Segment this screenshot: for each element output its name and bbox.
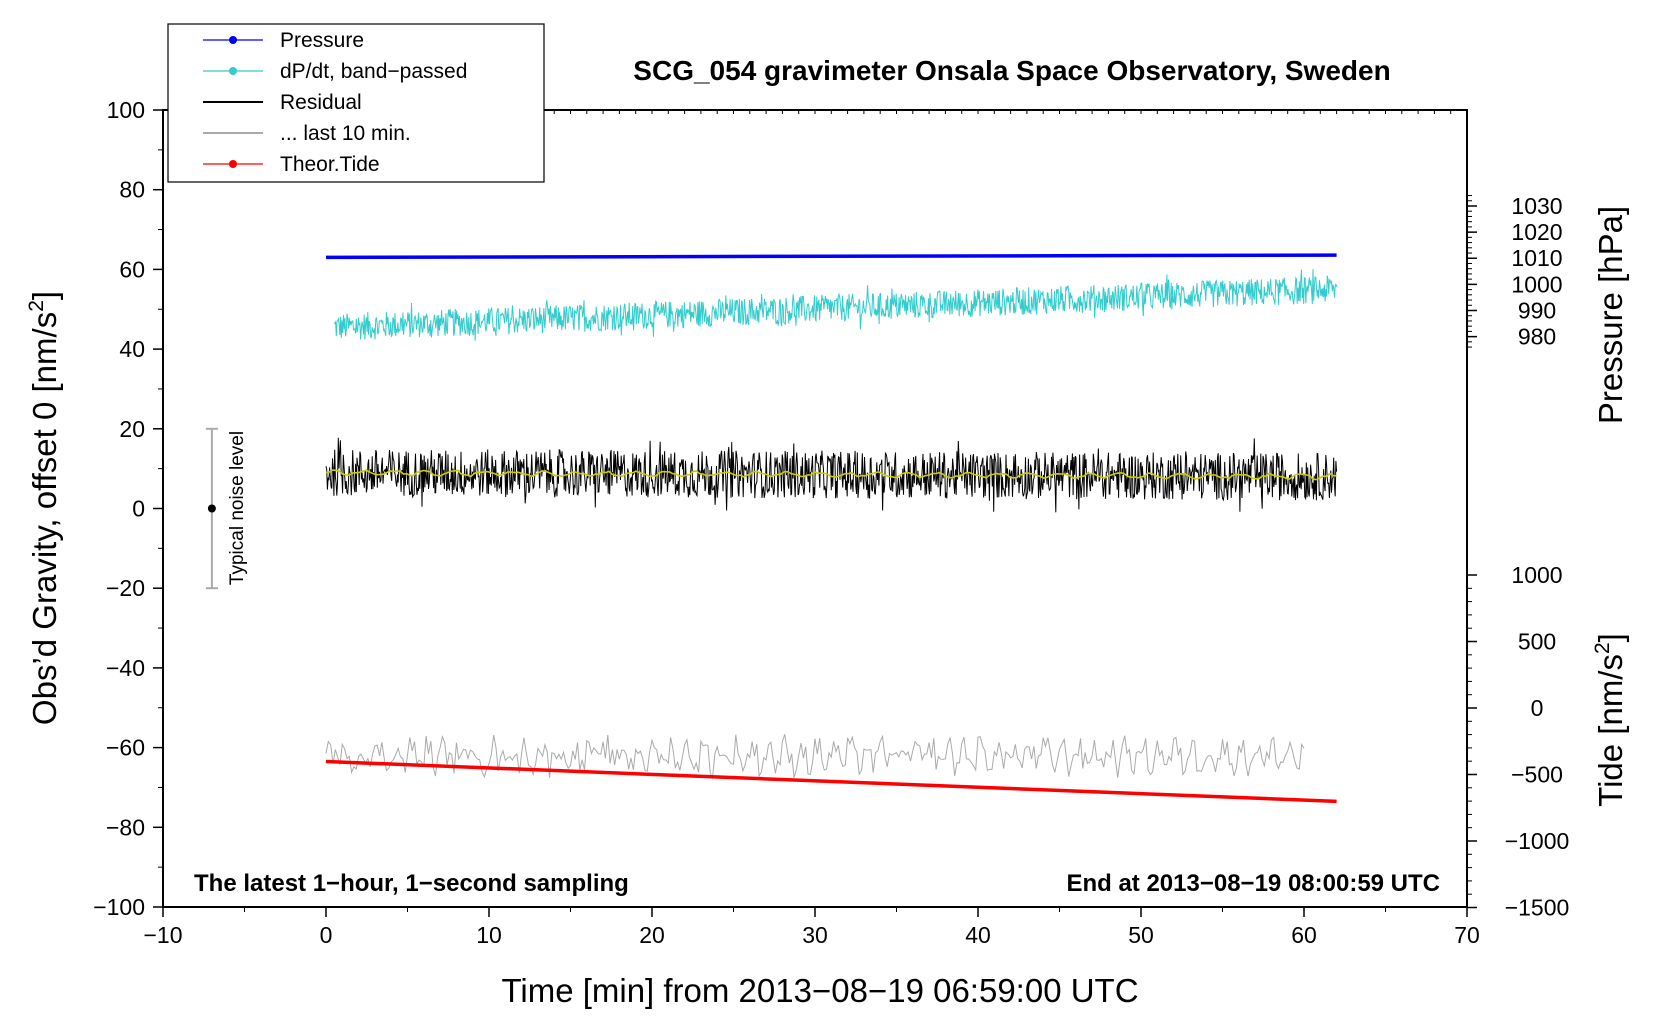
y-axis-label-pressure: Pressure [hPa] <box>1592 206 1629 424</box>
plot-traces <box>205 253 1338 804</box>
noise-level-label: Typical noise level <box>227 431 248 585</box>
tide-tick-label: −1000 <box>1505 828 1570 854</box>
legend-label-dp-dt-band-passed: dP/dt, band−passed <box>280 60 467 83</box>
series-line-dp-dt-band-passed <box>333 269 1338 341</box>
legend-label-residual: Residual <box>280 91 362 114</box>
y-axis-label-left-sup: 2 <box>25 300 48 312</box>
y-axis-label-tide: Tide [nm/s2] <box>1591 633 1629 807</box>
y-tick-label: 80 <box>119 177 145 203</box>
tide-tick-label: 0 <box>1531 695 1544 721</box>
x-tick-label: 60 <box>1291 922 1317 948</box>
y-axis-label-left: Obs’d Gravity, offset 0 [nm/s2] <box>25 291 63 725</box>
chart-title: SCG_054 gravimeter Onsala Space Observat… <box>633 55 1390 86</box>
series-line-pressure <box>325 253 1337 260</box>
legend-marker-theor-tide <box>229 160 237 168</box>
pressure-tick-label: 1030 <box>1511 193 1562 219</box>
legend-label-last-10-min: ... last 10 min. <box>280 122 411 145</box>
tide-tick-label: 500 <box>1518 629 1556 655</box>
legend-marker-dp-dt-band-passed <box>229 67 237 75</box>
plot-labels: SCG_054 gravimeter Onsala Space Observat… <box>25 55 1629 1009</box>
legend-label-pressure: Pressure <box>280 29 364 52</box>
legend: Pressure dP/dt, band−passed Residual ... la… <box>167 23 545 183</box>
x-tick-label: 70 <box>1454 922 1480 948</box>
x-tick-label: 40 <box>965 922 991 948</box>
noise-bar-center <box>207 504 216 513</box>
y-axis-label-left-main: Obs’d Gravity, offset 0 [nm/s <box>26 312 63 725</box>
y-tick-label: 0 <box>132 496 145 522</box>
series-line-residual <box>325 437 1338 513</box>
pressure-tick-label: 990 <box>1518 297 1556 323</box>
y-axis-label-tide-end: ] <box>1592 633 1629 642</box>
y-tick-label: −60 <box>106 735 145 761</box>
series-line-last-10-min <box>325 734 1305 780</box>
y-tick-label: −20 <box>106 575 145 601</box>
legend-label-theor-tide: Theor.Tide <box>280 153 380 176</box>
x-tick-label: 30 <box>802 922 828 948</box>
y-tick-label: 40 <box>119 336 145 362</box>
annotation-bottom-left: The latest 1−hour, 1−second sampling <box>194 870 629 897</box>
y-tick-label: 20 <box>119 416 145 442</box>
x-tick-label: 0 <box>320 922 333 948</box>
series-line-residual-smoothed <box>325 469 1337 481</box>
pressure-tick-label: 1000 <box>1511 271 1562 297</box>
y-tick-label: 60 <box>119 256 145 282</box>
y-tick-label: 100 <box>107 97 145 123</box>
legend-marker-pressure <box>229 36 237 44</box>
y-axis-label-left-end: ] <box>26 291 63 300</box>
x-tick-label: −10 <box>143 922 182 948</box>
y-tick-label: −100 <box>93 894 145 920</box>
y-axis-label-tide-main: Tide [nm/s <box>1592 654 1629 807</box>
annotation-bottom-right: End at 2013−08−19 08:00:59 UTC <box>1066 870 1440 897</box>
pressure-tick-label: 1020 <box>1511 219 1562 245</box>
tide-tick-label: −1500 <box>1505 895 1570 921</box>
x-tick-label: 20 <box>639 922 665 948</box>
pressure-tick-label: 1010 <box>1511 245 1562 271</box>
x-tick-label: 50 <box>1128 922 1154 948</box>
tide-tick-label: −500 <box>1511 762 1563 788</box>
plot-axes: −10 0 10 20 30 40 50 60 70−100−80−60−40−20020406… <box>93 97 1569 948</box>
y-tick-label: −80 <box>106 814 145 840</box>
y-tick-label: −40 <box>106 655 145 681</box>
plot-frame <box>162 109 1468 908</box>
pressure-tick-label: 980 <box>1518 324 1556 350</box>
y-axis-label-tide-sup: 2 <box>1591 642 1614 654</box>
x-axis-label: Time [min] from 2013−08−19 06:59:00 UTC <box>501 972 1138 1009</box>
tide-tick-label: 1000 <box>1511 562 1562 588</box>
x-tick-label: 10 <box>476 922 502 948</box>
series-line-theor-tide <box>325 759 1337 804</box>
